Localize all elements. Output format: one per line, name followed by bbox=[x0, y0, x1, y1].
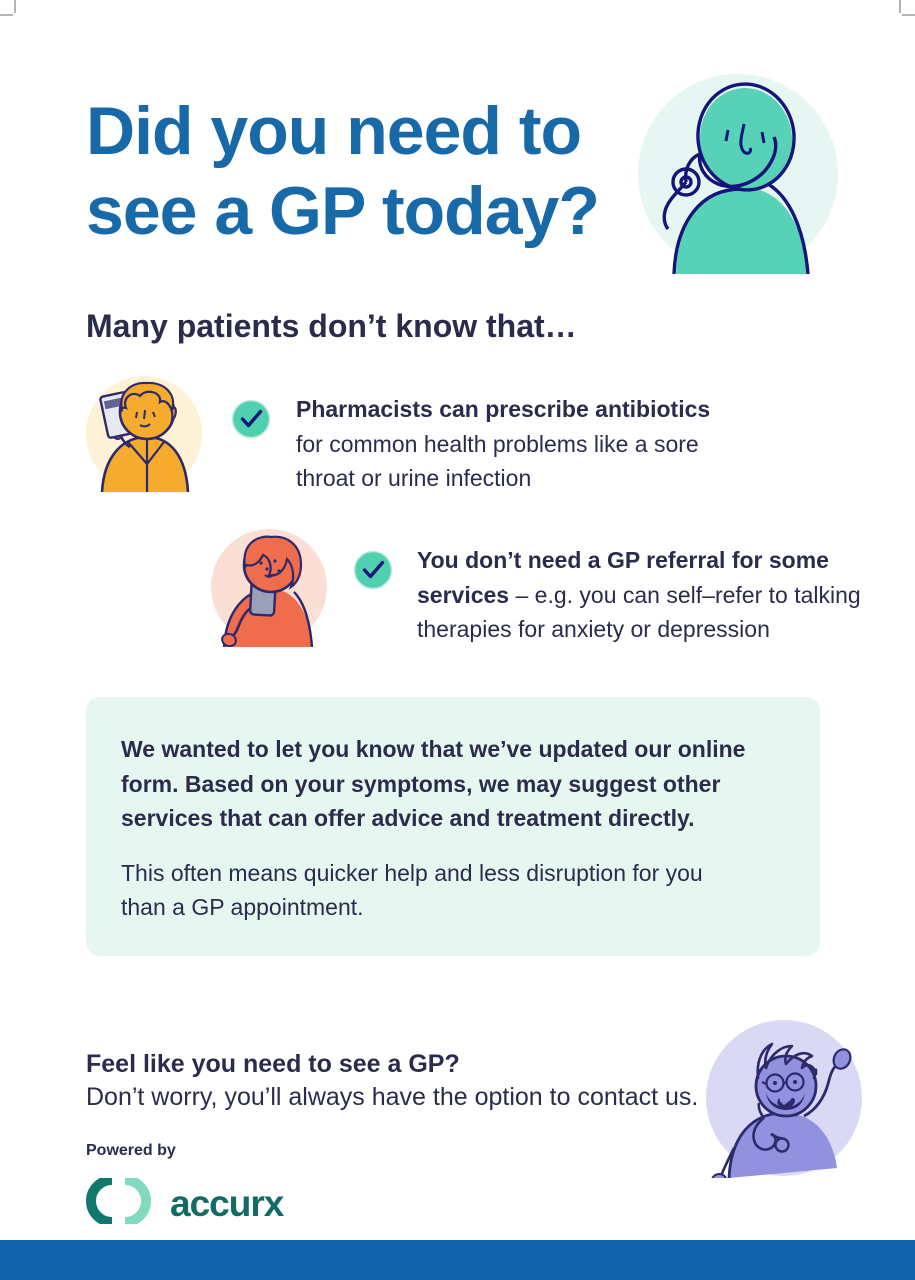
svg-text:accurx: accurx bbox=[170, 1183, 285, 1224]
